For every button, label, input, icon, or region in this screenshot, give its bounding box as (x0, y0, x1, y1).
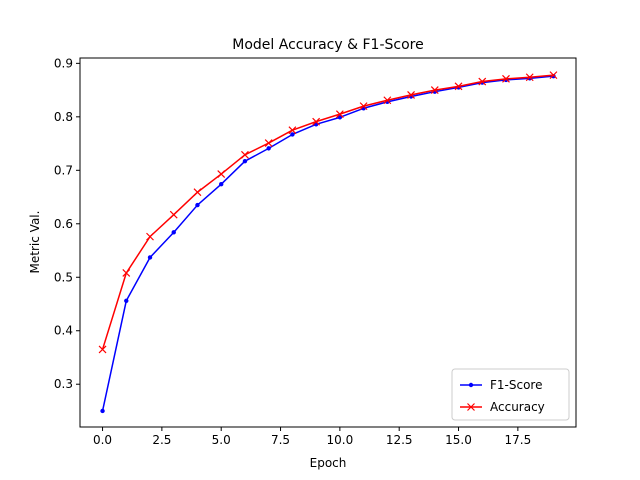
x-axis-label: Epoch (310, 456, 347, 470)
accuracy-point (169, 210, 178, 219)
accuracy-point (122, 269, 131, 277)
f1-score-point (219, 182, 224, 187)
x-tick-label: 5.0 (212, 433, 231, 447)
y-tick-label: 0.4 (54, 324, 73, 338)
chart-title: Model Accuracy & F1-Score (232, 37, 423, 53)
y-tick-label: 0.9 (54, 56, 73, 70)
accuracy-point (478, 77, 487, 86)
f1-score-point (242, 159, 248, 164)
accuracy-point (241, 150, 249, 159)
accuracy-point (525, 73, 534, 82)
f1-score-point (337, 115, 343, 120)
accuracy-point (407, 90, 415, 99)
axes-frame (79, 57, 577, 428)
accuracy-point (98, 345, 107, 354)
x-tick-label: 0.0 (93, 433, 112, 447)
accuracy-point (217, 170, 226, 178)
x-tick-label: 10.0 (327, 433, 354, 447)
accuracy-point (359, 102, 368, 111)
accuracy-point (264, 139, 273, 147)
x-axis: 0.0 2.5 5.0 7.5 10.0 12.5 15.0 17.5 (93, 427, 531, 447)
accuracy-point (193, 188, 202, 197)
legend-accuracy-label: Accuracy (490, 400, 545, 414)
accuracy-point (288, 126, 297, 135)
accuracy-point (454, 82, 463, 91)
accuracy-point (549, 71, 558, 80)
y-tick-label: 0.8 (54, 110, 73, 124)
f1-score-point (266, 146, 271, 151)
y-axis-label: Metric Val. (28, 211, 42, 274)
accuracy-point (430, 86, 439, 95)
y-tick-label: 0.5 (54, 270, 73, 284)
f1-score-point (124, 298, 129, 303)
accuracy-point (383, 96, 392, 105)
f1-score-point (195, 202, 200, 208)
legend-accuracy-marker (467, 403, 475, 411)
accuracy-point (146, 232, 154, 241)
legend-f1-label: F1-Score (490, 378, 542, 392)
f1-score-point (290, 132, 295, 137)
accuracy-point (335, 110, 344, 119)
x-tick-label: 12.5 (386, 433, 413, 447)
accuracy-point (312, 117, 321, 126)
legend-f1-marker (468, 382, 474, 388)
x-tick-label: 7.5 (271, 433, 290, 447)
y-tick-label: 0.6 (54, 217, 73, 231)
x-tick-label: 17.5 (504, 433, 531, 447)
x-tick-label: 2.5 (152, 433, 171, 447)
x-tick-label: 15.0 (445, 433, 472, 447)
accuracy-point (502, 74, 510, 83)
f1-score-point (147, 255, 153, 260)
f1-score-point (171, 230, 176, 235)
f1-score-series-line (101, 75, 554, 412)
legend: F1-Score Accuracy (451, 368, 570, 421)
plot-area (98, 71, 558, 414)
accuracy-series-line (101, 74, 554, 350)
y-axis: 0.3 0.4 0.5 0.6 0.7 0.8 0.9 (54, 56, 80, 391)
f1-score-point (100, 408, 105, 414)
y-tick-label: 0.7 (54, 163, 73, 177)
y-tick-label: 0.3 (54, 377, 73, 391)
